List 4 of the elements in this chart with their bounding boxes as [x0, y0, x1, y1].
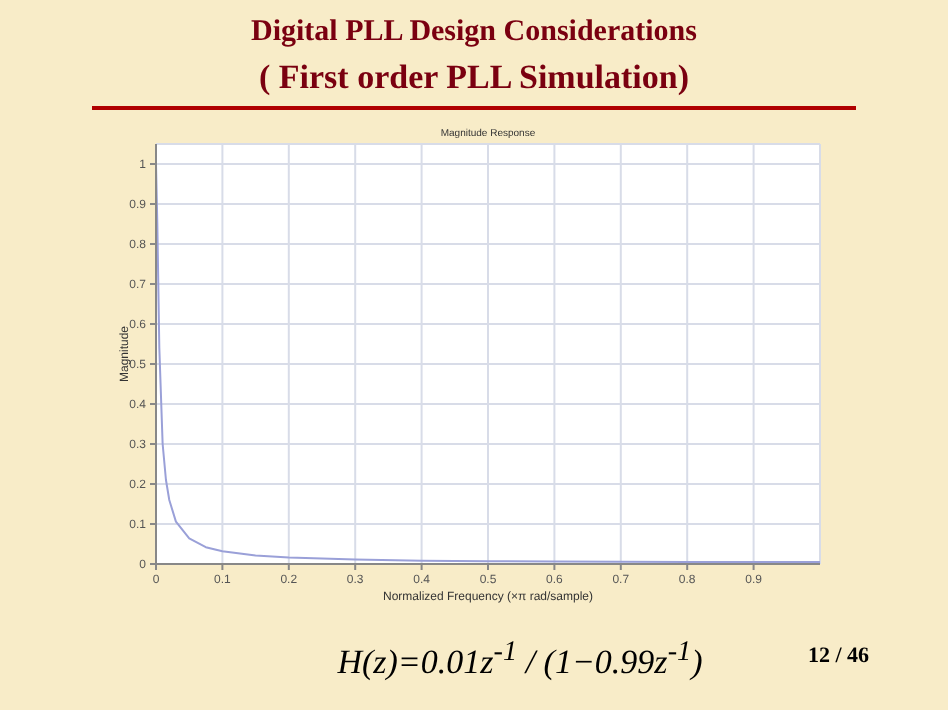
chart-title: Digital PLL Design Considerations [249, 16, 699, 50]
text: 12 / 46 [808, 644, 870, 668]
text: H(z)=0.01z$^{-1}$ / (1−0.99z$^{-1}$) [335, 636, 705, 684]
chart-subtitle: ( First order PLL Simulation) [256, 58, 691, 98]
